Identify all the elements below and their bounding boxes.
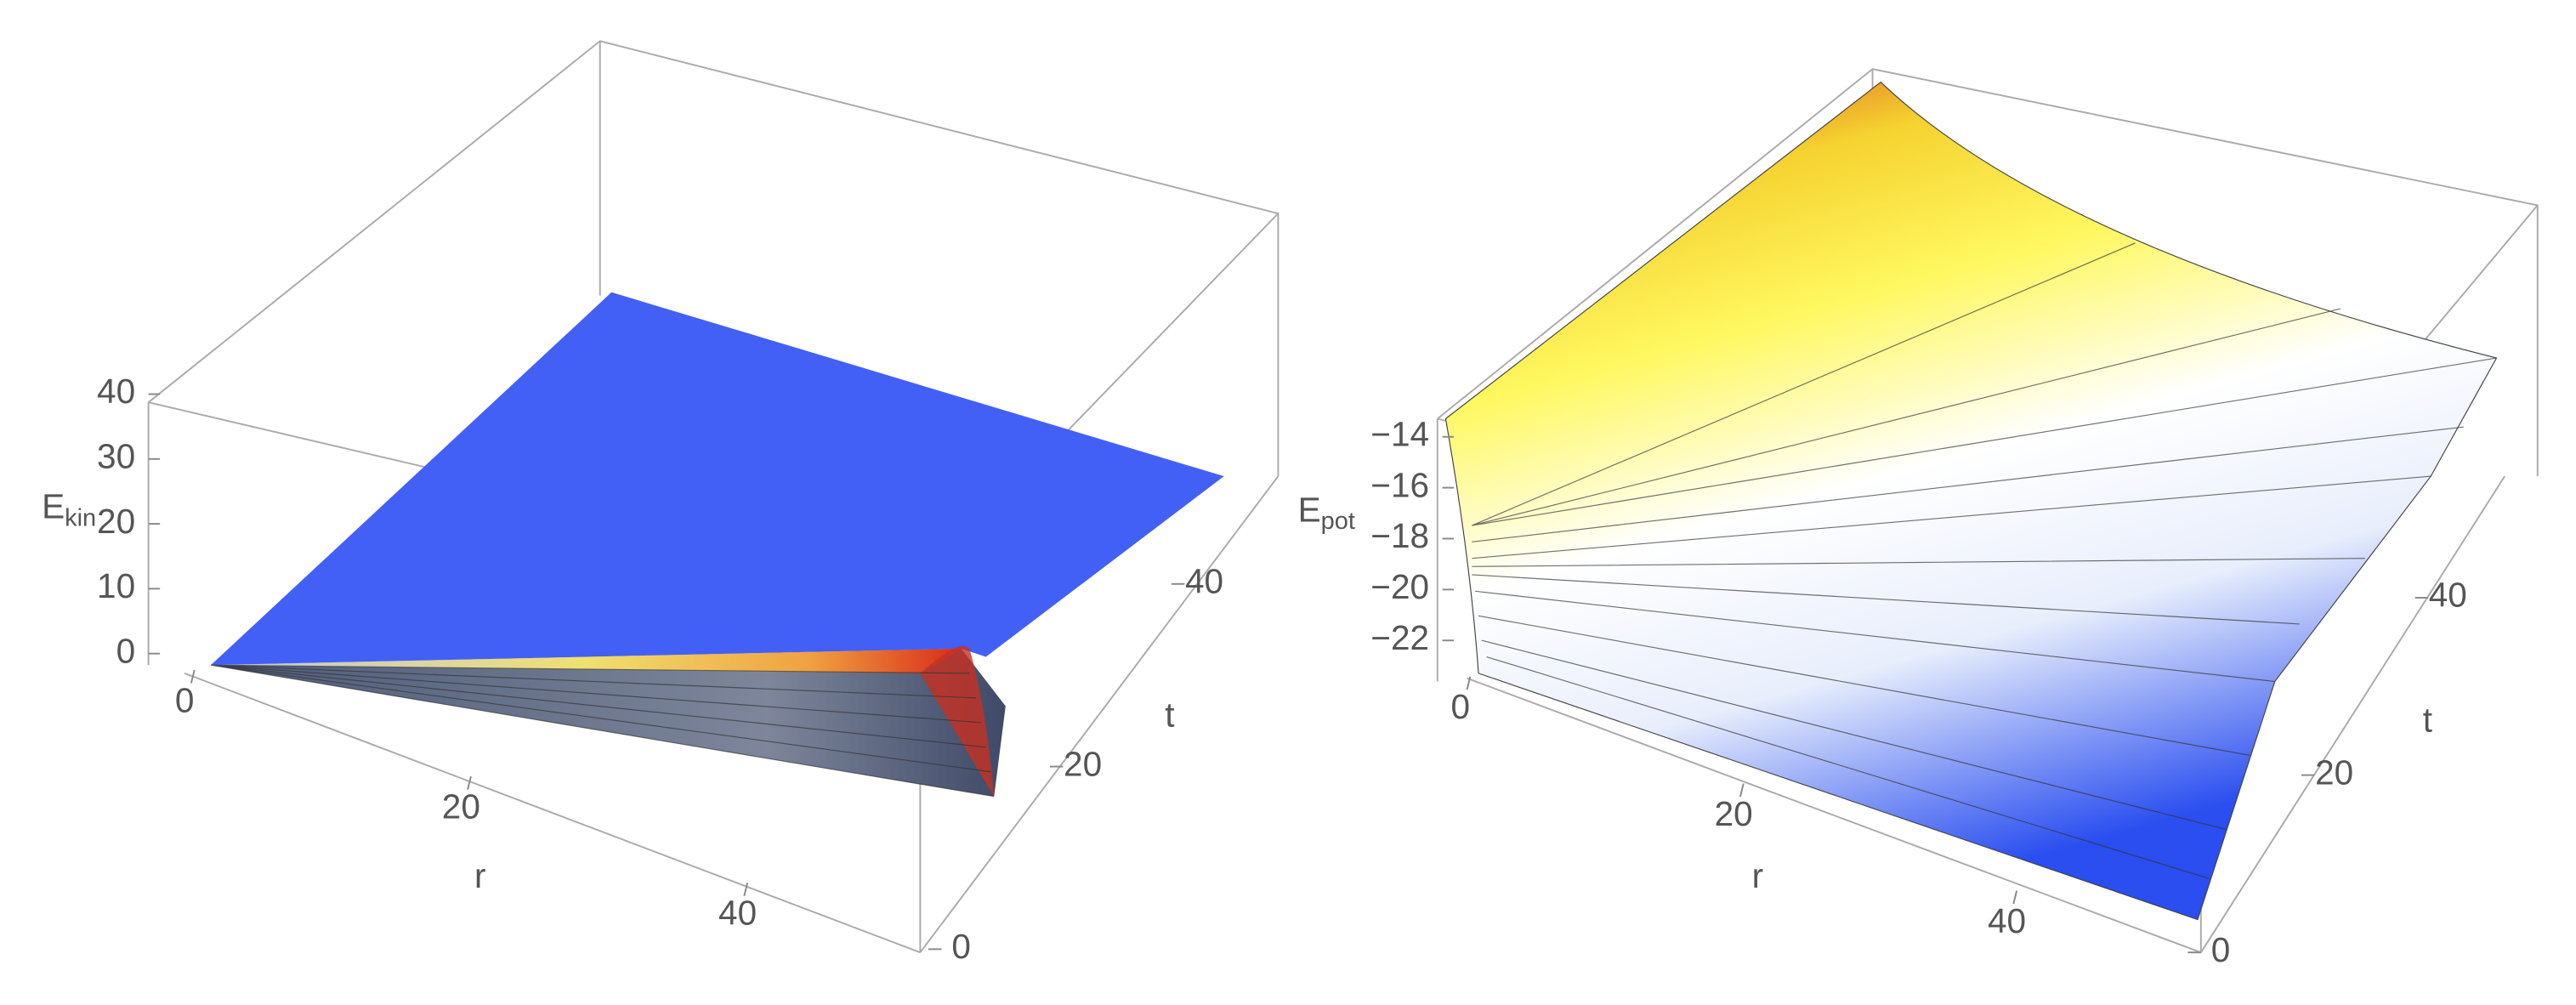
x-axis-label: r (474, 856, 486, 895)
z-tick-label: 20 (97, 502, 135, 541)
x-tick-label: 20 (442, 786, 480, 826)
y-tick-label: 20 (2315, 752, 2353, 792)
z-label-sub: kin (65, 504, 96, 531)
z-tick-label: 10 (97, 566, 135, 605)
z-tick-label: 30 (97, 437, 135, 476)
left-surface (210, 292, 1224, 798)
x-tick-label: 20 (1715, 794, 1753, 833)
x-tick (2012, 890, 2018, 905)
z-label-main: E (1298, 490, 1321, 529)
z-tick-label: −14 (1370, 414, 1429, 453)
x-tick-label: 0 (1451, 687, 1471, 726)
y-tick-label: 0 (951, 927, 971, 966)
z-tick-label: −20 (1370, 567, 1429, 606)
z-tick-label: 0 (116, 631, 136, 670)
x-tick (467, 775, 472, 790)
z-tick-label: 40 (97, 372, 135, 411)
right-surface (1444, 81, 2498, 921)
z-tick-label: −22 (1370, 618, 1429, 657)
z-label-main: E (42, 486, 65, 525)
x-tick (1739, 783, 1745, 798)
z-tick-label: −18 (1370, 516, 1429, 555)
y-tick-label: 40 (1185, 562, 1223, 601)
z-axis-label: Epot (1298, 490, 1355, 535)
y-tick-label: 40 (2429, 576, 2467, 615)
z-tick-label: −16 (1370, 465, 1429, 504)
y-tick-label: 0 (2211, 930, 2231, 969)
x-tick (743, 883, 749, 896)
x-axis-label: r (1752, 856, 1764, 895)
z-label-sub: pot (1321, 508, 1355, 535)
x-tick-label: 0 (175, 680, 195, 719)
x-tick (1466, 676, 1472, 690)
z-axis-label: Ekin (42, 486, 96, 531)
y-axis-label: t (2423, 701, 2432, 740)
x-tick-label: 40 (718, 894, 757, 933)
x-tick-label: 40 (1988, 901, 2026, 940)
y-axis-label: t (1165, 696, 1174, 735)
y-tick-label: 20 (1064, 744, 1102, 783)
x-tick (190, 669, 196, 684)
